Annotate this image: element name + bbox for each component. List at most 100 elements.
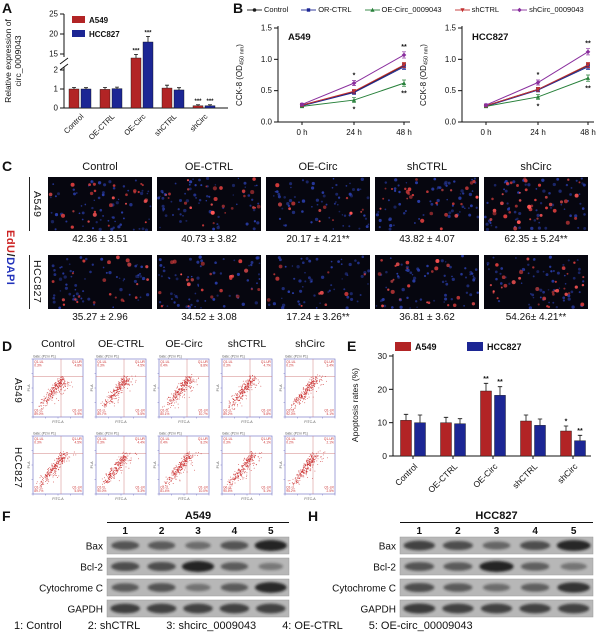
svg-text:4.7%: 4.7%	[264, 364, 271, 368]
svg-text:2: 2	[455, 526, 461, 537]
svg-text:Bax: Bax	[379, 542, 396, 553]
svg-text:89.7%: 89.7%	[97, 412, 106, 416]
svg-text:**: **	[577, 428, 583, 435]
svg-text:Q1-LL: Q1-LL	[286, 486, 295, 490]
svg-text:90.0%: 90.0%	[97, 489, 106, 493]
flow-cytometry-panel: Control OE-CTRL OE-Circ shCTRL shCirc A549 Gat…	[0, 338, 345, 508]
svg-text:0.0: 0.0	[445, 118, 457, 127]
cck8-legend-item: shCirc_0009043	[512, 5, 584, 14]
svg-text:1: 1	[54, 85, 59, 94]
svg-text:FITC-A: FITC-A	[115, 497, 127, 501]
svg-text:Gate: (P2 in P1): Gate: (P2 in P1)	[285, 432, 308, 436]
lane-legend-item: 3: shcirc_0009043	[166, 620, 257, 632]
svg-text:Bcl-2: Bcl-2	[80, 563, 103, 574]
edu-positive-value: 54.26± 4.21**	[505, 312, 567, 323]
svg-text:Bcl-2: Bcl-2	[373, 563, 396, 574]
svg-text:5.5%: 5.5%	[75, 489, 82, 493]
edu-dapi-image	[375, 177, 479, 231]
svg-text:0.4%: 0.4%	[160, 364, 167, 368]
svg-text:92.3%: 92.3%	[286, 412, 295, 416]
svg-text:HCC827: HCC827	[487, 342, 522, 352]
svg-text:*: *	[353, 107, 356, 114]
flow-column-header: shCirc	[295, 338, 325, 350]
cell-line-label: A549	[12, 378, 23, 404]
svg-text:PI-A: PI-A	[279, 384, 283, 391]
lane-legend-item: 1: Control	[14, 620, 62, 632]
svg-text:FITC-A: FITC-A	[178, 497, 190, 501]
svg-text:10: 10	[378, 418, 388, 428]
edu-dapi-image	[157, 177, 261, 231]
svg-text:Q1-LR: Q1-LR	[324, 409, 334, 413]
svg-text:0.3%: 0.3%	[223, 441, 230, 445]
svg-text:Control: Control	[393, 461, 420, 488]
edu-dapi-image	[266, 255, 370, 309]
flow-column-header: OE-Circ	[165, 338, 203, 350]
edu-positive-value: 20.17 ± 4.21**	[286, 234, 350, 245]
svg-text:4: 4	[232, 526, 238, 537]
svg-text:**: **	[401, 44, 407, 51]
svg-text:48 h: 48 h	[580, 128, 596, 137]
svg-text:3: 3	[494, 526, 500, 537]
edu-positive-value: 40.73 ± 3.82	[181, 234, 237, 245]
svg-text:4: 4	[532, 526, 538, 537]
svg-text:5.9%: 5.9%	[75, 412, 82, 416]
svg-text:Q1-UR: Q1-UR	[135, 360, 146, 364]
svg-text:PI-A: PI-A	[216, 461, 220, 468]
svg-text:2: 2	[159, 526, 165, 537]
edu-column-header: shCTRL	[406, 161, 448, 173]
a549-western-blot: A549 1 2 3 4 5 Bax Bcl-2 Cytochrome C GAPDH	[39, 510, 290, 618]
svg-text:89.7%: 89.7%	[34, 489, 43, 493]
svg-text:81.4%: 81.4%	[160, 489, 169, 493]
svg-text:2.5%: 2.5%	[327, 489, 334, 493]
edu-dapi-image	[484, 177, 588, 231]
svg-text:Apoptosis rates (%): Apoptosis rates (%)	[350, 368, 360, 442]
svg-text:FITC-A: FITC-A	[304, 420, 316, 424]
svg-text:Q1-LL: Q1-LL	[34, 486, 43, 490]
svg-text:5.8%: 5.8%	[264, 412, 271, 416]
edu-positive-value: 36.81 ± 3.62	[399, 312, 455, 323]
svg-text:1.5: 1.5	[261, 24, 273, 33]
svg-text:***: ***	[144, 30, 152, 36]
svg-text:0.3%: 0.3%	[97, 441, 104, 445]
svg-text:Gate: (P2 in P1): Gate: (P2 in P1)	[159, 432, 182, 436]
svg-text:0.2%: 0.2%	[286, 364, 293, 368]
svg-text:Q1-LR: Q1-LR	[72, 486, 82, 490]
cell-line-label: HCC827	[31, 260, 43, 304]
svg-text:*: *	[353, 73, 356, 80]
svg-text:CCK-8 (OD450 nm): CCK-8 (OD450 nm)	[419, 44, 430, 106]
hcc827-western-blot: HCC827 1 2 3 4 5 Bax Bcl-2 Cytochrome C GAPDH	[332, 510, 594, 618]
svg-text:GAPDH: GAPDH	[67, 605, 103, 616]
svg-text:5: 5	[268, 526, 274, 537]
panel-d-label: D	[2, 338, 13, 354]
flow-cytometry-plot: Gate: (P2 in P1)Q1-UL0.3% Q1-UR4.5% Q1-LL8…	[90, 355, 147, 424]
svg-text:1.5: 1.5	[445, 24, 457, 33]
svg-text:0.2%: 0.2%	[286, 441, 293, 445]
edu-column-header: Control	[82, 161, 118, 173]
svg-text:**: **	[401, 90, 407, 97]
edu-dapi-image	[48, 177, 152, 231]
svg-text:circ_0009043: circ_0009043	[13, 35, 23, 86]
svg-text:Q1-LL: Q1-LL	[286, 409, 295, 413]
svg-text:Q1-LL: Q1-LL	[223, 486, 232, 490]
flow-column-header: Control	[41, 338, 75, 350]
svg-text:PI-A: PI-A	[153, 384, 157, 391]
edu-dapi-image	[48, 255, 152, 309]
flow-cytometry-plot: Gate: (P2 in P1)Q1-UL0.3% Q1-UR4.7% Q1-LL8…	[216, 355, 273, 424]
svg-text:25: 25	[49, 10, 58, 19]
svg-text:48 h: 48 h	[396, 128, 412, 137]
cck8-legend-item: shCTRL	[454, 5, 499, 14]
edu-positive-value: 43.82 ± 4.07	[399, 234, 455, 245]
lane-legend-item: 2: shCTRL	[87, 620, 141, 632]
svg-text:Q1-UL: Q1-UL	[97, 437, 107, 441]
svg-text:OE-CTRL: OE-CTRL	[87, 112, 117, 142]
cell-line-label: A549	[31, 190, 43, 218]
svg-text:0.4%: 0.4%	[160, 441, 167, 445]
panel-c-label: C	[2, 158, 13, 174]
svg-text:PI-A: PI-A	[153, 461, 157, 468]
panel-b-label: B	[233, 0, 244, 16]
svg-text:Q1-LL: Q1-LL	[160, 409, 169, 413]
svg-text:80.1%: 80.1%	[160, 412, 169, 416]
edu-dapi-image	[266, 177, 370, 231]
svg-text:0.5: 0.5	[261, 86, 273, 95]
cck8-hcc827-line-chart: 0.0 0.5 1.0 1.5 0 h 24 h 48 h HCC827 CCK-8 (OD45…	[419, 24, 596, 138]
